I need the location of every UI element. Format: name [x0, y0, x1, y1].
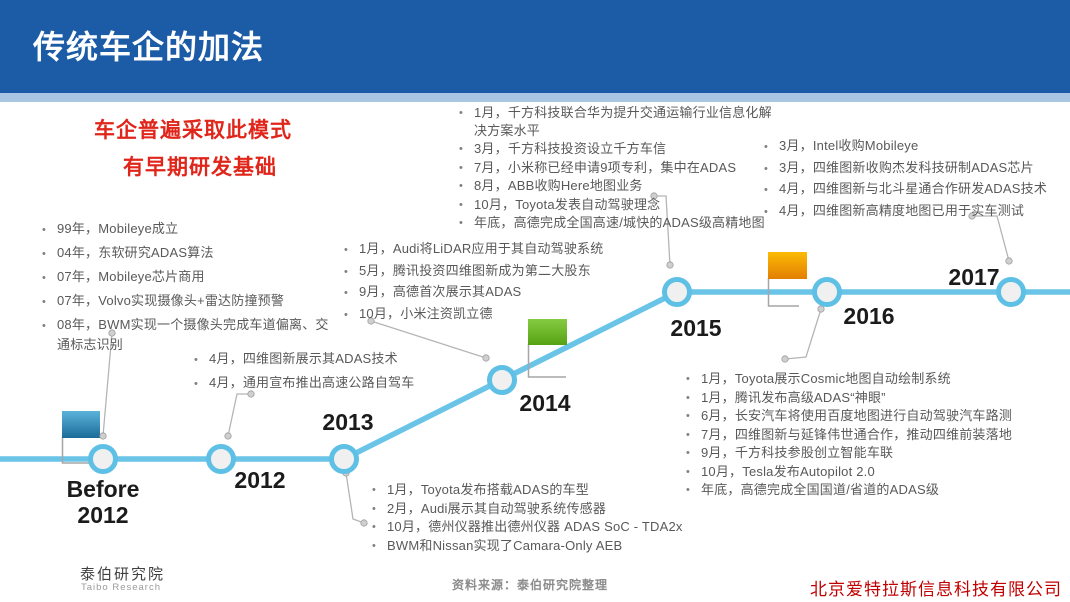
timeline-node-2012	[206, 444, 236, 474]
timeline-event-item: 3月，Intel收购Mobileye	[762, 136, 1070, 157]
year-label-2017: 2017	[948, 264, 1000, 290]
timeline-node-2014	[487, 365, 517, 395]
timeline-event-item: 07年，Mobileye芯片商用	[40, 267, 340, 288]
event-list-2015: 1月，千方科技联合华为提升交通运输行业信息化解决方案水平3月，千方科技投资设立千…	[457, 104, 779, 233]
header-bar	[0, 0, 1070, 93]
event-list-2013: 1月，Toyota发布搭载ADAS的车型2月，Audi展示其自动驾驶系统传感器1…	[370, 481, 690, 555]
timeline-event-item: 9月，千方科技参股创立智能车联	[684, 444, 1034, 462]
year-label-2013: 2013	[322, 409, 374, 435]
brand-name-cn: 泰伯研究院	[80, 566, 166, 583]
timeline-event-item: 2月，Audi展示其自动驾驶系统传感器	[370, 500, 690, 517]
timeline-event-item: 4月，通用宣布推出高速公路自驾车	[192, 373, 472, 394]
year-label-before-line2: 2012	[77, 502, 129, 528]
timeline-event-item: 07年，Volvo实现摄像头+雷达防撞预警	[40, 291, 340, 312]
timeline-event-item: 6月，长安汽车将使用百度地图进行自动驾驶汽车路测	[684, 407, 1034, 425]
green-flag-pole	[527, 344, 566, 378]
timeline-event-item: 8月，ABB收购Here地图业务	[457, 177, 779, 195]
callout-text-line2: 有早期研发基础	[123, 156, 277, 179]
timeline-event-item: 4月，四维图新与北斗星通合作研发ADAS技术	[762, 179, 1070, 200]
timeline-event-item: 1月，Audi将LiDAR应用于其自动驾驶系统	[342, 239, 647, 260]
timeline-node-2015	[662, 277, 692, 307]
timeline-event-item: 9月，高德首次展示其ADAS	[342, 282, 647, 303]
callout-text-line1: 车企普遍采取此模式	[94, 119, 292, 142]
source-note: 资料来源：泰伯研究院整理	[451, 578, 609, 592]
timeline-event-item: 99年，Mobileye成立	[40, 219, 340, 240]
event-list-before-2012: 99年，Mobileye成立 04年，东软研究ADAS算法 07年，Mobileye…	[40, 219, 340, 359]
timeline-node-2013	[329, 444, 359, 474]
timeline-event-item: 7月，四维图新与延锋伟世通合作，推动四维前装落地	[684, 426, 1034, 443]
timeline-event-item: 5月，腾讯投资四维图新成为第二大股东	[342, 261, 647, 282]
orange-flag-pole	[767, 278, 799, 307]
event-list-2017: 3月，Intel收购Mobileye3月，四维图新收购杰发科技研制ADAS芯片4…	[762, 136, 1070, 222]
timeline-event-item: 4月，四维图新展示其ADAS技术	[192, 349, 472, 370]
timeline-event-item: 1月，Toyota展示Cosmic地图自动绘制系统	[684, 370, 1034, 388]
timeline-event-item: BWM和Nissan实现了Camara-Only AEB	[370, 537, 690, 554]
timeline-node-before-2012	[88, 444, 118, 474]
timeline-event-item: 年底，高德完成全国国道/省道的ADAS级	[684, 481, 1034, 499]
connector-2016	[781, 305, 825, 363]
event-list-2014: 1月，Audi将LiDAR应用于其自动驾驶系统5月，腾讯投资四维图新成为第二大股…	[342, 239, 647, 325]
timeline-event-item: 1月，千方科技联合华为提升交通运输行业信息化解决方案水平	[457, 104, 779, 139]
blue-flag-icon	[62, 411, 100, 438]
timeline-event-item: 7月，小米称已经申请9项专利，集中在ADAS	[457, 159, 779, 176]
timeline-event-item: 4月，四维图新高精度地图已用于实车测试	[762, 201, 1070, 222]
blue-flag-pole	[61, 437, 95, 464]
timeline-event-item: 10月，Tesla发布Autopilot 2.0	[684, 463, 1034, 480]
timeline-event-item: 年底，高德完成全国高速/城快的ADAS级高精地图	[457, 214, 779, 232]
year-label-before-2012: Before 2012	[67, 476, 140, 528]
brand-name-en: Taibo Research	[81, 582, 162, 593]
timeline-event-item: 04年，东软研究ADAS算法	[40, 243, 340, 264]
timeline-event-item: 08年，BWM实现一个摄像头完成车道偏离、交通标志识别	[40, 315, 340, 355]
timeline-node-2017	[996, 277, 1026, 307]
company-name: 北京爱特拉斯信息科技有限公司	[810, 580, 1062, 599]
timeline-event-item: 1月，腾讯发布高级ADAS“神眼”	[684, 389, 1034, 406]
connector-2013	[342, 469, 368, 527]
timeline-event-item: 3月，四维图新收购杰发科技研制ADAS芯片	[762, 158, 1070, 179]
year-label-2015: 2015	[670, 315, 722, 341]
timeline-event-item: 10月，德州仪器推出德州仪器 ADAS SoC - TDA2x	[370, 518, 690, 536]
header-accent-strip	[0, 93, 1070, 102]
event-list-2016: 1月，Toyota展示Cosmic地图自动绘制系统1月，腾讯发布高级ADAS“神…	[684, 370, 1034, 500]
orange-flag-icon	[768, 252, 807, 279]
timeline-node-2016	[812, 277, 842, 307]
timeline-event-item: 10月，Toyota发表自动驾驶理念	[457, 196, 779, 213]
connector-2012	[224, 390, 255, 440]
timeline-event-item: 10月，小米注资凯立德	[342, 304, 647, 325]
timeline-event-item: 3月，千方科技投资设立千方车信	[457, 140, 779, 158]
year-label-before-line1: Before	[66, 476, 140, 502]
year-label-2014: 2014	[519, 390, 571, 416]
timeline-event-item: 1月，Toyota发布搭载ADAS的车型	[370, 481, 690, 499]
year-label-2016: 2016	[843, 303, 895, 329]
year-label-2012: 2012	[234, 467, 286, 493]
slide-title: 传统车企的加法	[33, 29, 265, 65]
event-list-2012: 4月，四维图新展示其ADAS技术 4月，通用宣布推出高速公路自驾车	[192, 349, 472, 397]
